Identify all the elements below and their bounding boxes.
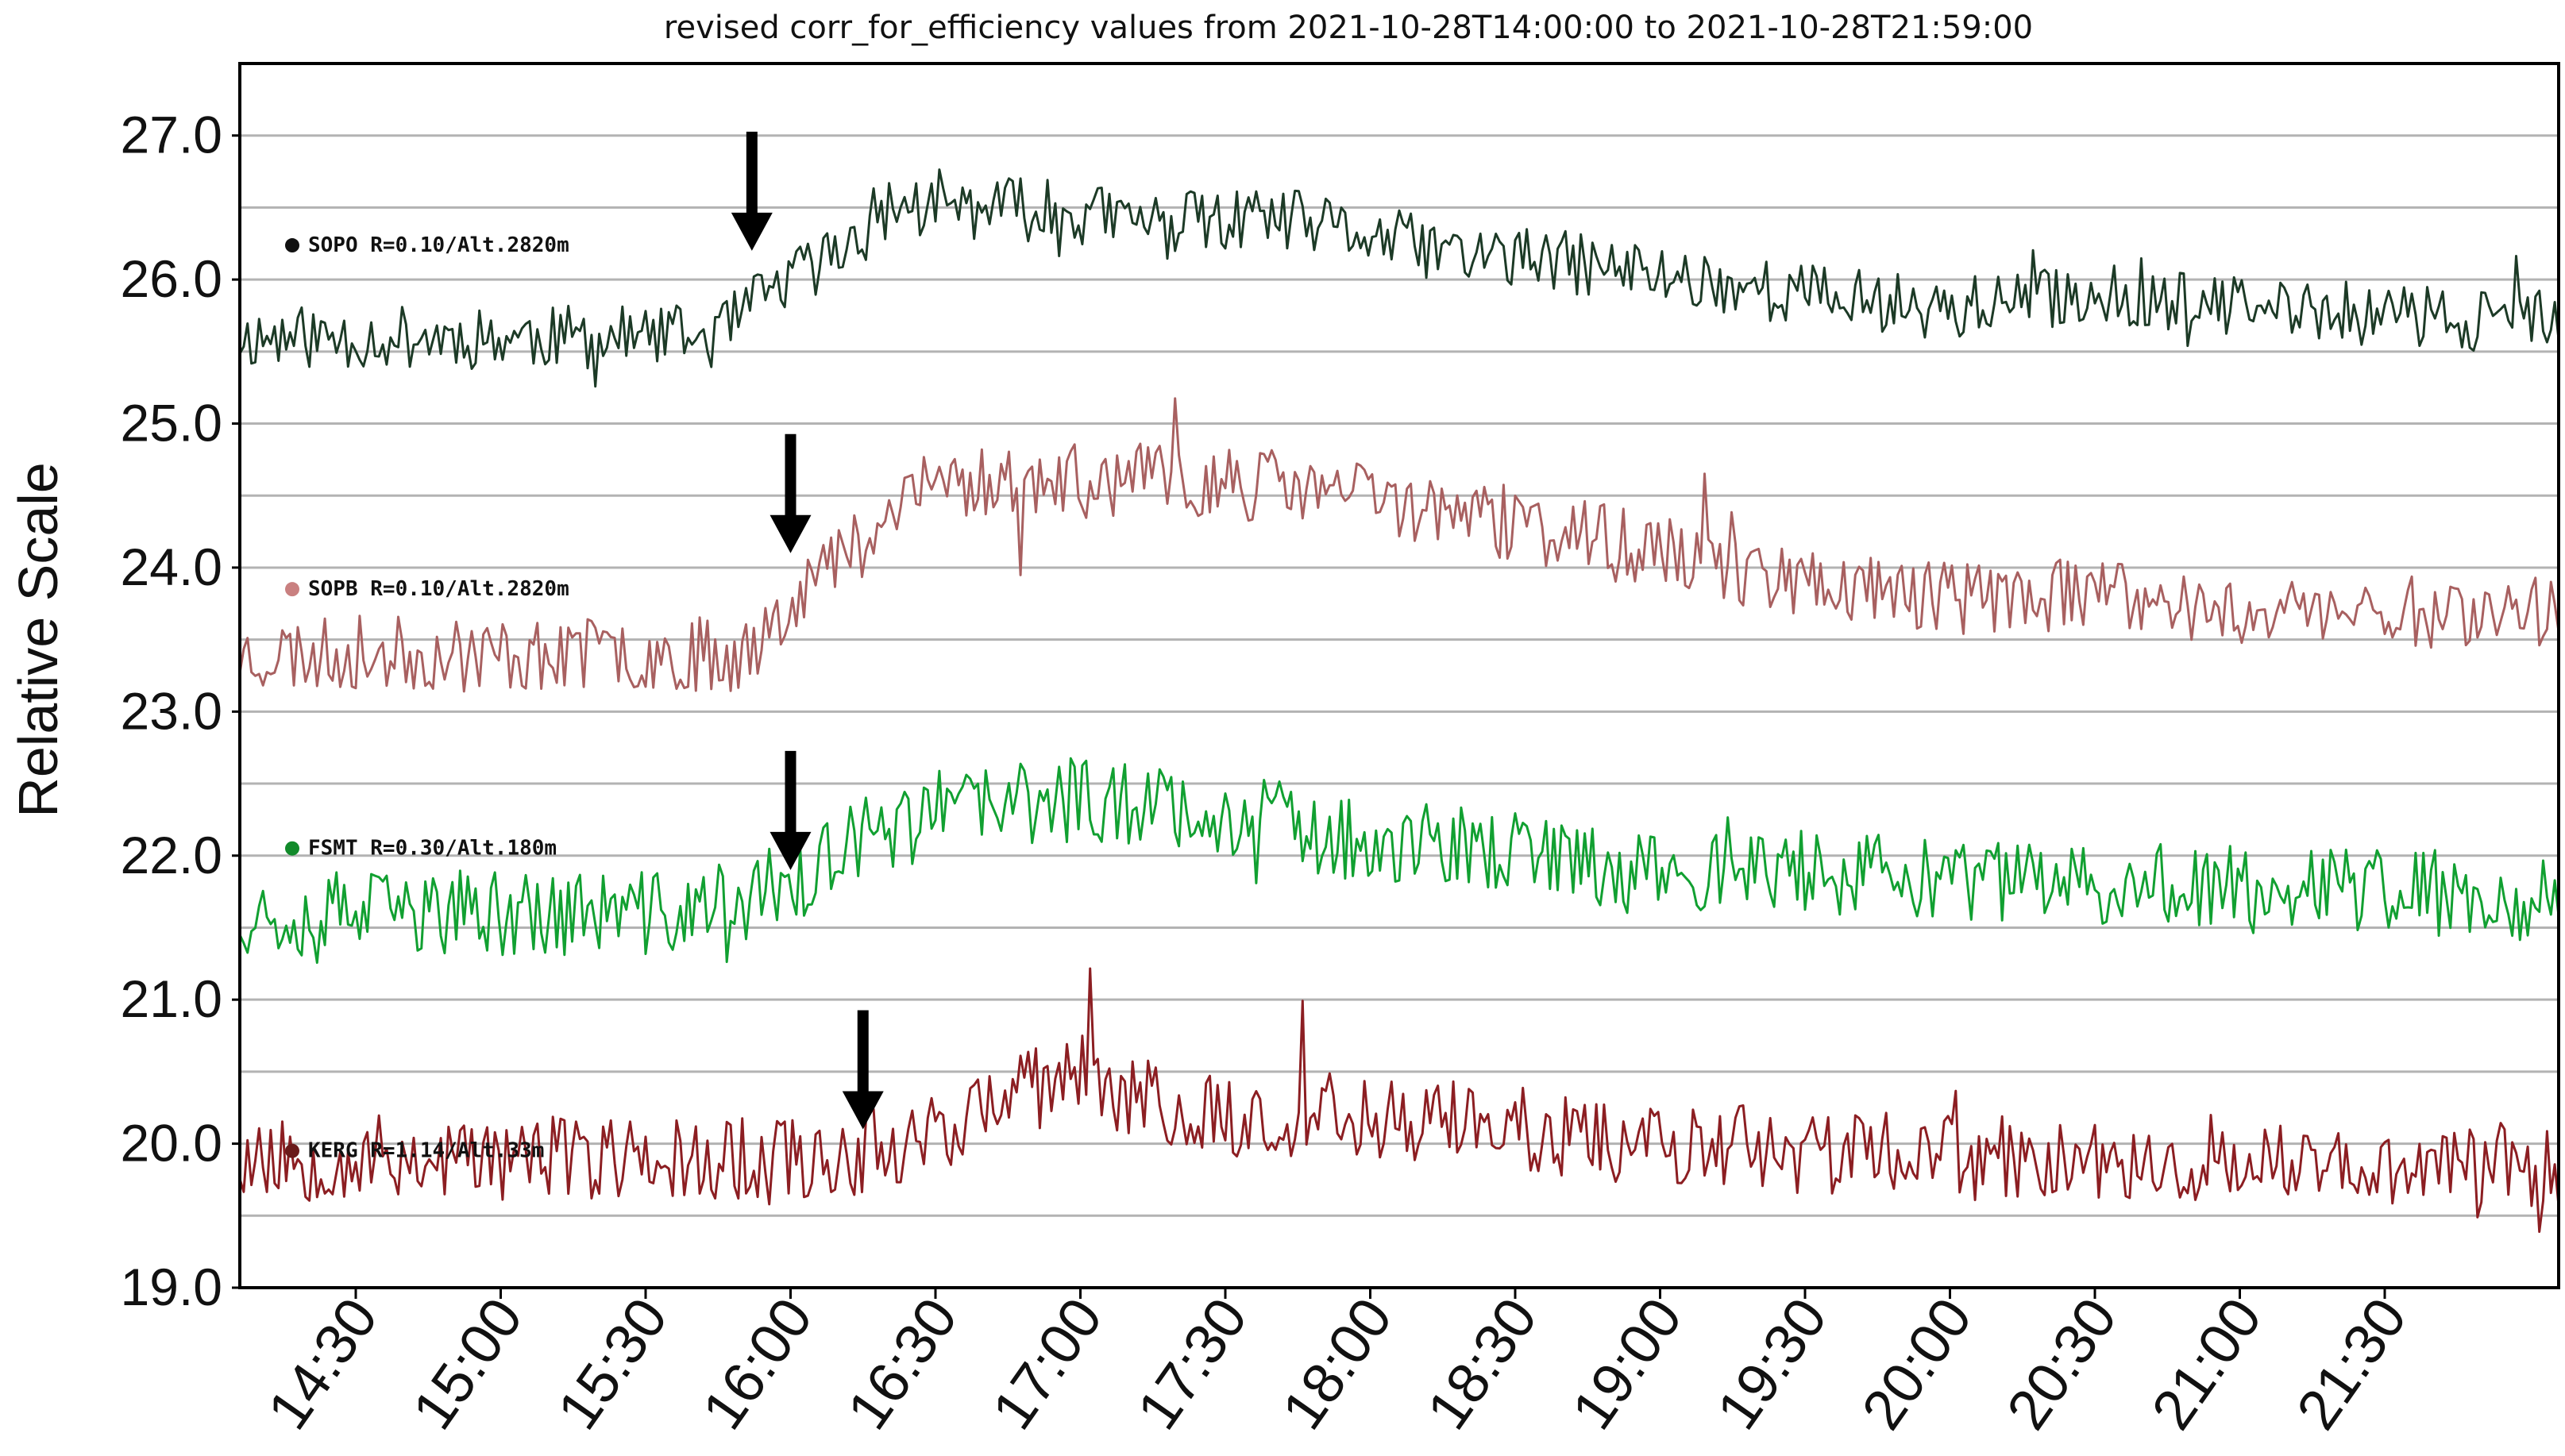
y-tick-label: 25.0 [121, 394, 222, 453]
x-tick-label: 18:30 [1415, 1287, 1549, 1440]
annotation-arrow-head [731, 212, 773, 251]
x-tick-label: 18:00 [1271, 1287, 1405, 1440]
x-tick-label: 19:30 [1705, 1287, 1839, 1440]
x-tick-label: 15:00 [401, 1287, 535, 1440]
plot-frame [238, 62, 2560, 1289]
x-tick-label: 17:00 [981, 1287, 1115, 1440]
x-tick-label: 14:30 [256, 1287, 390, 1440]
y-tick-label: 22.0 [121, 826, 222, 884]
annotation-arrow-head [770, 831, 812, 870]
annotation-arrow-head [842, 1091, 884, 1130]
x-tick-label: 21:00 [2140, 1287, 2274, 1440]
legend-marker [285, 582, 299, 597]
annotation-arrow-head [770, 514, 812, 553]
y-tick-label: 20.0 [121, 1114, 222, 1173]
legend-entry: SOPB R=0.10/Alt.2820m [308, 577, 569, 601]
x-tick-label: 16:30 [835, 1287, 970, 1440]
series-line [238, 967, 2560, 1233]
plot-area: 19.0 20.0 21.0 22.0 23.0 24.0 25.0 26.0 27.0 14:3… [121, 62, 2560, 1441]
y-tick-label: 19.0 [121, 1258, 222, 1316]
series-line [238, 757, 2560, 965]
x-tick-label: 15:30 [546, 1287, 680, 1440]
chart-title: revised corr_for_efficiency values from … [664, 10, 2033, 46]
legend-entry: KERG R=1.14/Alt.33m [308, 1139, 544, 1163]
y-tick-label: 26.0 [121, 249, 222, 308]
y-tick-label: 27.0 [121, 106, 222, 164]
x-tick-label: 16:00 [691, 1287, 825, 1440]
x-tick-label: 20:30 [1995, 1287, 2129, 1440]
x-tick-label: 20:00 [1850, 1287, 1984, 1440]
x-tick-label: 19:00 [1560, 1287, 1695, 1440]
legend-marker [285, 841, 299, 856]
x-tick-label: 21:30 [2285, 1287, 2419, 1440]
legend-entry: FSMT R=0.30/Alt.180m [308, 837, 557, 861]
y-tick-label: 21.0 [121, 969, 222, 1028]
y-tick-label: 24.0 [121, 537, 222, 596]
legend-marker [285, 238, 299, 253]
legend-entry: SOPO R=0.10/Alt.2820m [308, 233, 569, 257]
legend-marker [285, 1143, 299, 1158]
y-tick-label: 23.0 [121, 681, 222, 740]
y-axis-label: Relative Scale [7, 462, 69, 817]
series-line [238, 397, 2560, 693]
series-line [238, 168, 2560, 388]
x-tick-label: 17:30 [1125, 1287, 1259, 1440]
